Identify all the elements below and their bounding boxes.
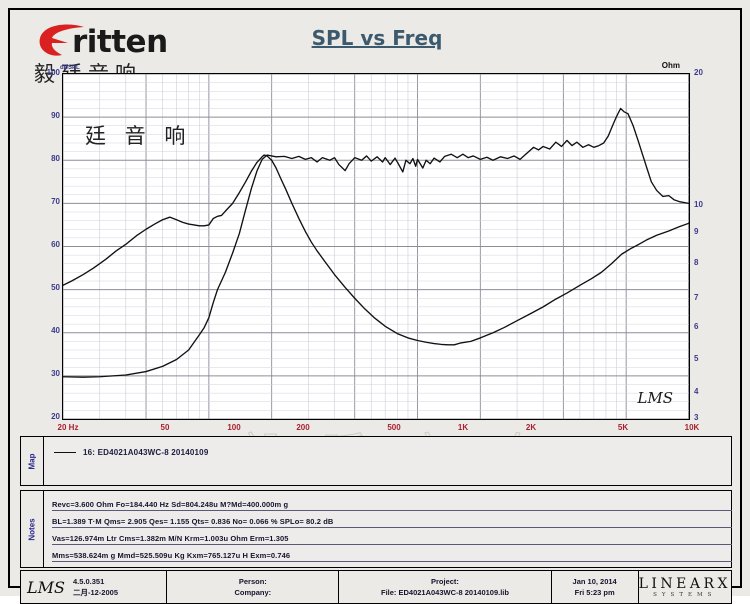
y-tick-right: 6 bbox=[694, 322, 699, 331]
notes-tab[interactable]: Notes bbox=[21, 491, 44, 567]
map-panel: Map 16: ED4021A043WC-8 20140109 bbox=[20, 436, 732, 486]
y-tick-left: 80 bbox=[51, 154, 60, 163]
x-tick: 20 Hz bbox=[57, 423, 79, 432]
legend-item[interactable]: 16: ED4021A043WC-8 20140109 bbox=[54, 448, 208, 457]
x-tick: 100 bbox=[227, 423, 241, 432]
app-build-date: 二月-12-2005 bbox=[72, 588, 118, 597]
y-axis-right-label: Ohm bbox=[661, 61, 680, 70]
file-label: File: ED4021A043WC-8 20140109.lib bbox=[380, 588, 509, 597]
brand-logo-text: ritten bbox=[72, 24, 168, 60]
plot-svg bbox=[63, 74, 689, 419]
footer-project-cell: Project: File: ED4021A043WC-8 20140109.l… bbox=[339, 571, 552, 603]
notes-tab-label: Notes bbox=[27, 517, 37, 541]
x-tick: 500 bbox=[387, 423, 401, 432]
map-body: 16: ED4021A043WC-8 20140109 bbox=[44, 437, 731, 485]
note-line: BL=1.389 T·M Qms= 2.905 Qes= 1.155 Qts= … bbox=[52, 517, 732, 528]
map-tab[interactable]: Map bbox=[21, 437, 44, 485]
footer-date-cell: Jan 10, 2014 Fri 5:23 pm bbox=[552, 571, 639, 603]
person-label: Person: bbox=[238, 577, 267, 586]
x-tick: 2K bbox=[525, 423, 537, 432]
y-tick-right: 3 bbox=[694, 413, 699, 422]
watermark-top: 廷 音 响 bbox=[85, 124, 192, 148]
legend-label: 16: ED4021A043WC-8 20140109 bbox=[83, 448, 209, 457]
footer-lms-cell: LMS 4.5.0.351 二月-12-2005 bbox=[21, 571, 168, 603]
x-tick: 1K bbox=[457, 423, 469, 432]
notes-panel: Notes Revc=3.600 Ohm Fo=184.440 Hz Sd=80… bbox=[20, 490, 732, 568]
y-axis-left-ticks: 100 90 80 70 60 50 40 30 20 bbox=[32, 68, 60, 421]
plot-area: dBSPL Ohm 100 90 80 70 60 50 40 30 20 20… bbox=[47, 61, 703, 479]
y-tick-left: 60 bbox=[51, 240, 60, 249]
footer-date: Jan 10, 2014 bbox=[572, 577, 617, 586]
page-title: SPL vs Freq bbox=[311, 26, 443, 50]
map-tab-label: Map bbox=[27, 453, 37, 469]
x-tick: 10K bbox=[684, 423, 700, 432]
plot-canvas: 廷 音 响 LMS bbox=[62, 73, 690, 420]
footer-version-block: 4.5.0.351 二月-12-2005 bbox=[73, 576, 118, 598]
footer-time: Fri 5:23 pm bbox=[574, 588, 615, 597]
window-frame: ritten 毅廷音响 SPL vs Freq dBSPL Ohm 100 90… bbox=[8, 8, 742, 604]
y-axis-left-label: dBSPL bbox=[60, 65, 80, 71]
y-tick-left: 40 bbox=[51, 326, 60, 335]
project-label: Project: bbox=[431, 577, 459, 586]
x-tick: 5K bbox=[617, 423, 629, 432]
y-tick-left: 70 bbox=[51, 197, 60, 206]
app-version: 4.5.0.351 bbox=[72, 577, 105, 586]
note-line: Revc=3.600 Ohm Fo=184.440 Hz Sd=804.248u… bbox=[52, 500, 732, 511]
x-tick: 200 bbox=[296, 423, 310, 432]
y-tick-right: 4 bbox=[694, 387, 699, 396]
x-axis-ticks: 20 Hz 50 100 200 500 1K 2K 5K 10K 20K bbox=[58, 423, 700, 437]
footer-bar: LMS 4.5.0.351 二月-12-2005 Person: Company… bbox=[20, 570, 732, 604]
legend-swatch-icon bbox=[54, 452, 76, 453]
y-tick-left: 30 bbox=[51, 369, 60, 378]
brand-subtitle: SYSTEMS bbox=[653, 592, 717, 598]
footer-brand-cell: LINEARX SYSTEMS bbox=[639, 571, 731, 603]
y-tick-right: 8 bbox=[694, 258, 699, 267]
company-label: Company: bbox=[234, 588, 272, 597]
note-line: Vas=126.974m Ltr Cms=1.382m M/N Krm=1.00… bbox=[52, 534, 732, 545]
y-tick-right: 7 bbox=[694, 293, 699, 302]
x-tick: 50 bbox=[160, 423, 170, 432]
y-tick-right: 9 bbox=[694, 227, 699, 236]
y-tick-right: 20 bbox=[694, 68, 703, 77]
y-axis-right-ticks: 20 10 9 8 7 6 5 4 3 bbox=[694, 68, 724, 422]
critten-c-icon bbox=[39, 24, 84, 56]
brand-name: LINEARX bbox=[638, 576, 731, 592]
y-tick-left: 20 bbox=[51, 412, 60, 421]
y-tick-right: 5 bbox=[694, 354, 699, 363]
lms-plot-mark: LMS bbox=[637, 389, 673, 407]
lms-logo: LMS bbox=[27, 577, 65, 597]
footer-person-cell: Person: Company: bbox=[167, 571, 340, 603]
y-tick-left: 100 bbox=[46, 68, 60, 77]
y-tick-left: 90 bbox=[51, 111, 60, 120]
y-tick-left: 50 bbox=[51, 283, 60, 292]
note-line: Mms=538.624m g Mmd=525.509u Kg Kxm=765.1… bbox=[52, 551, 732, 562]
notes-body: Revc=3.600 Ohm Fo=184.440 Hz Sd=804.248u… bbox=[44, 491, 732, 567]
y-tick-right: 10 bbox=[694, 200, 703, 209]
